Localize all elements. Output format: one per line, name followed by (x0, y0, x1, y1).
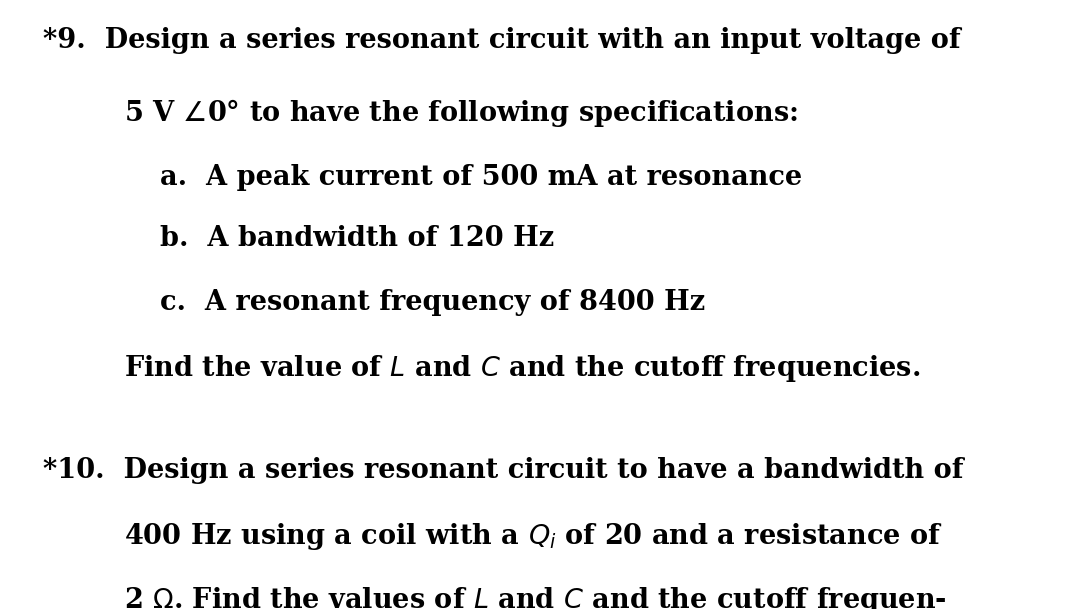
Text: 400 Hz using a coil with a $Q_i$ of 20 and a resistance of: 400 Hz using a coil with a $Q_i$ of 20 a… (124, 521, 943, 552)
Text: *10.  Design a series resonant circuit to have a bandwidth of: *10. Design a series resonant circuit to… (43, 457, 963, 484)
Text: 5 V $\angle$0° to have the following specifications:: 5 V $\angle$0° to have the following spe… (124, 97, 798, 130)
Text: *9.  Design a series resonant circuit with an input voltage of: *9. Design a series resonant circuit wit… (43, 27, 961, 54)
Text: b.  A bandwidth of 120 Hz: b. A bandwidth of 120 Hz (160, 225, 554, 252)
Text: c.  A resonant frequency of 8400 Hz: c. A resonant frequency of 8400 Hz (160, 289, 705, 316)
Text: a.  A peak current of 500 mA at resonance: a. A peak current of 500 mA at resonance (160, 164, 802, 191)
Text: Find the value of $L$ and $C$ and the cutoff frequencies.: Find the value of $L$ and $C$ and the cu… (124, 353, 920, 384)
Text: 2 $\Omega$. Find the values of $L$ and $C$ and the cutoff frequen-: 2 $\Omega$. Find the values of $L$ and $… (124, 585, 947, 609)
